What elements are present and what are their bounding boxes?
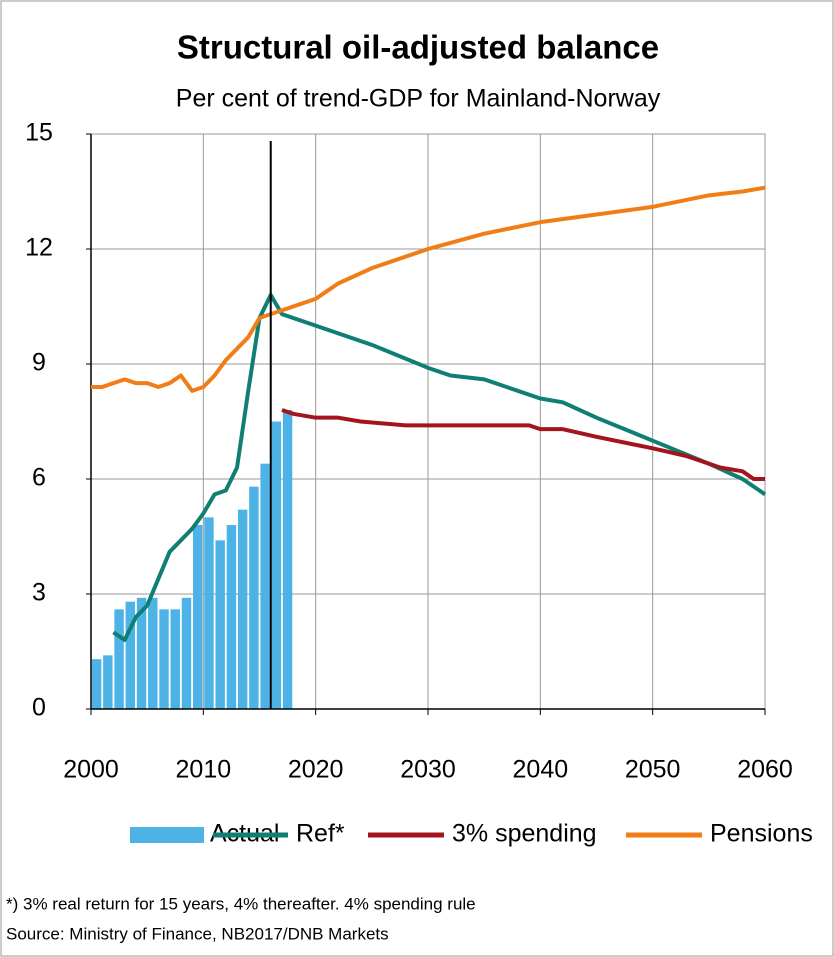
bar	[260, 463, 270, 709]
line	[281, 408, 765, 481]
bar	[91, 659, 102, 709]
bar	[103, 655, 113, 709]
y-tick-label: 0	[32, 694, 46, 722]
bar	[282, 410, 293, 709]
bar	[159, 609, 169, 709]
chart-subtitle: Per cent of trend-GDP for Mainland-Norwa…	[176, 85, 661, 113]
x-tick-label: 2060	[737, 756, 793, 784]
legend-label: Pensions	[710, 820, 813, 848]
source: Source: Ministry of Finance, NB2017/DNB …	[6, 924, 389, 943]
bar	[215, 540, 225, 709]
y-tick-label: 15	[25, 119, 53, 147]
x-tick-label: 2050	[625, 756, 681, 784]
bar	[249, 486, 259, 709]
bar	[136, 597, 147, 709]
footnote: *) 3% real return for 15 years, 4% there…	[6, 894, 476, 913]
y-tick-label: 3	[32, 579, 46, 607]
y-tick-label: 9	[32, 349, 46, 377]
chart-title: Structural oil-adjusted balance	[177, 29, 659, 66]
bar	[125, 601, 136, 709]
y-tick-label: 12	[25, 234, 53, 262]
bar	[114, 609, 124, 709]
line	[91, 185, 766, 393]
bar	[271, 421, 282, 709]
legend-label: Ref*	[296, 820, 345, 848]
bar	[226, 525, 237, 709]
bar	[204, 517, 214, 709]
legend-swatch	[130, 827, 204, 843]
x-tick-label: 2010	[176, 756, 232, 784]
bar	[192, 525, 203, 709]
y-tick-label: 6	[32, 464, 46, 492]
bar	[170, 609, 180, 709]
legend-label: 3% spending	[452, 820, 597, 848]
bar	[237, 509, 248, 709]
bar	[148, 597, 158, 709]
x-tick-label: 2040	[513, 756, 569, 784]
x-tick-label: 2030	[400, 756, 456, 784]
x-tick-label: 2000	[63, 756, 119, 784]
x-tick-label: 2020	[288, 756, 344, 784]
bar	[181, 597, 192, 709]
